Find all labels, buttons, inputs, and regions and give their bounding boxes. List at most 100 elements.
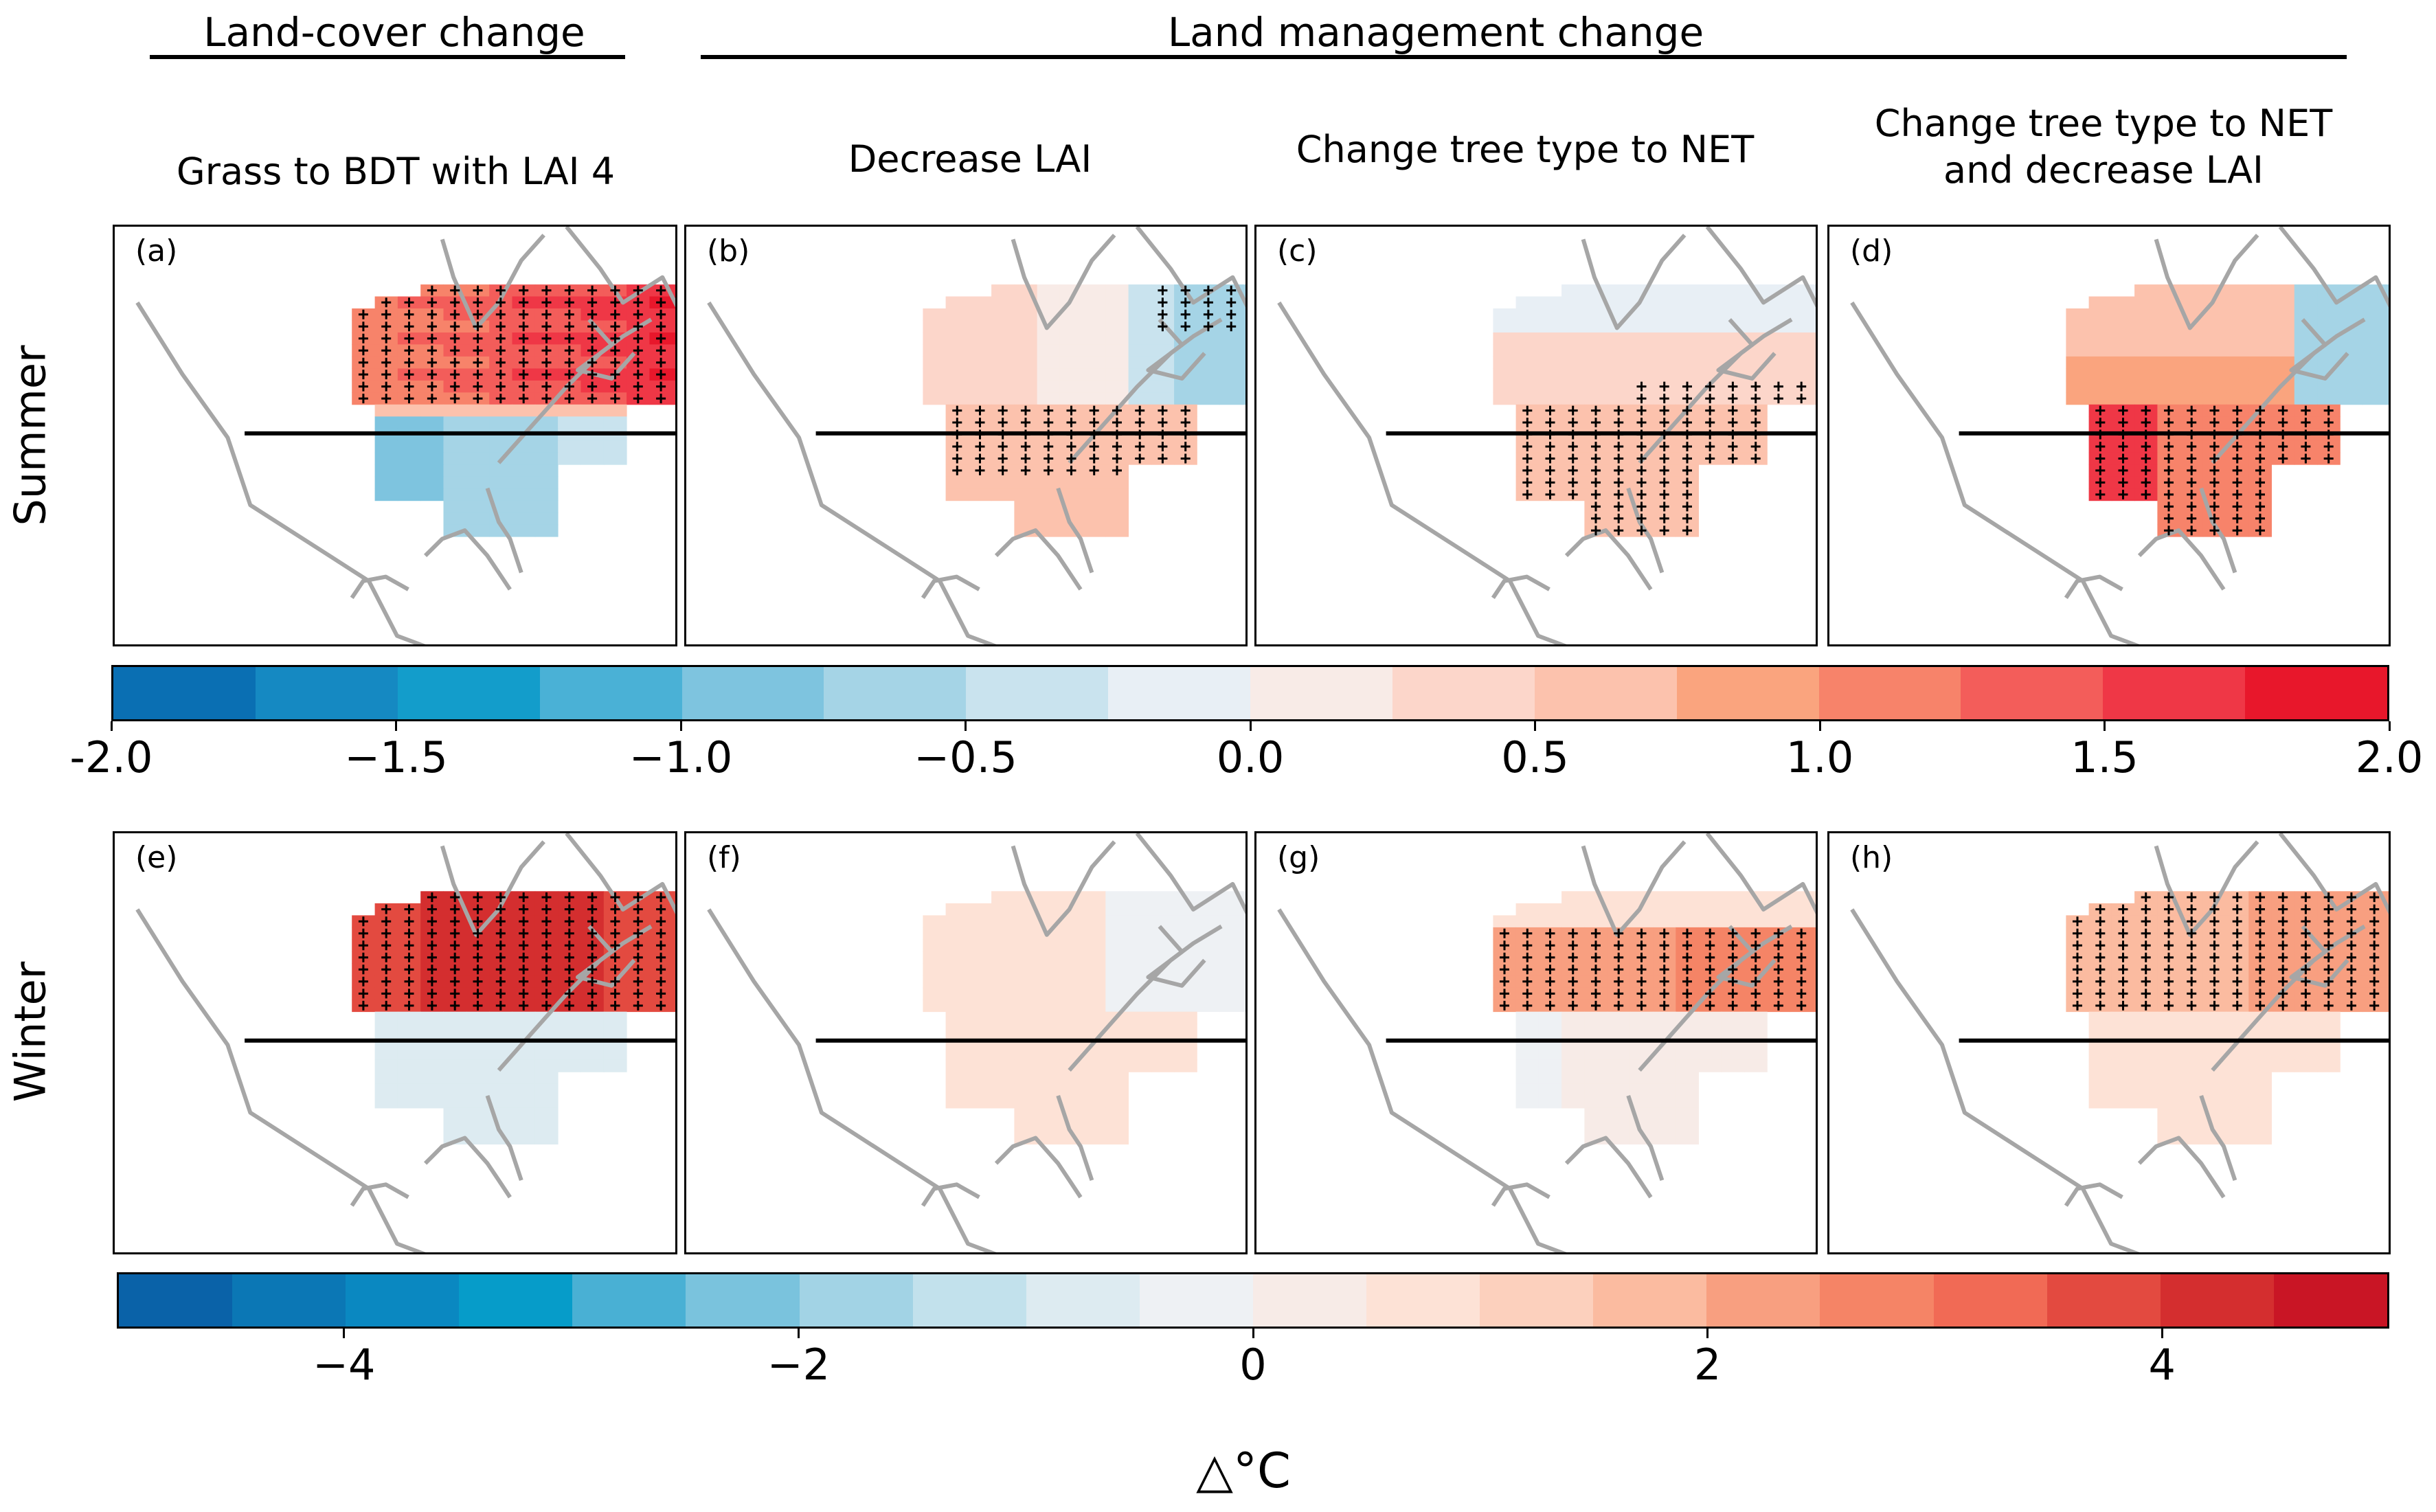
significance-marker [1614, 952, 1624, 962]
grid-cell [1105, 1048, 1129, 1061]
grid-cell [397, 488, 421, 501]
significance-marker [633, 357, 643, 368]
grid-cell [2385, 380, 2389, 393]
significance-marker [381, 357, 392, 368]
grid-cell [923, 1000, 947, 1013]
grid-cell [1105, 1083, 1129, 1096]
map-svg [135, 227, 675, 644]
grid-cell [1151, 1059, 1175, 1072]
significance-marker [541, 904, 552, 914]
significance-marker [1522, 405, 1533, 416]
significance-marker [1682, 952, 1692, 962]
significance-marker [610, 964, 620, 975]
grid-cell [1037, 963, 1061, 976]
colorbar-summer-segment [966, 667, 1109, 719]
panel-label: (g) [1277, 840, 1320, 875]
grid-cell [1242, 308, 1245, 321]
significance-marker [473, 916, 483, 927]
significance-marker [1659, 477, 1669, 488]
grid-cell [420, 440, 444, 453]
grid-cell [1242, 939, 1245, 952]
significance-marker [2255, 489, 2265, 499]
coastline [2154, 840, 2259, 937]
grid-cell [1014, 1120, 1038, 1133]
grid-cell [1151, 891, 1175, 904]
grid-cell [397, 476, 421, 489]
significance-marker [381, 916, 392, 927]
grid-cell [1083, 284, 1106, 297]
grid-cell [420, 1024, 444, 1037]
significance-marker [2164, 976, 2174, 986]
panel-label: (a) [135, 234, 178, 269]
grid-cell [1105, 1132, 1129, 1144]
significance-marker [656, 309, 666, 319]
significance-marker [610, 297, 620, 308]
significance-marker [1112, 453, 1122, 464]
grid-cell [1197, 1000, 1220, 1013]
grid-cell [2385, 951, 2389, 964]
grid-cell [603, 1059, 627, 1072]
grid-cell [945, 987, 969, 1000]
significance-marker [2301, 418, 2311, 427]
significance-marker [1226, 309, 1237, 319]
grid-cell [945, 927, 969, 940]
grid-cell [580, 1011, 605, 1024]
grid-cell [945, 1072, 969, 1085]
grid-cell [489, 1011, 512, 1024]
significance-marker [564, 394, 574, 404]
significance-marker [1568, 405, 1578, 416]
grid-cell [1037, 1059, 1061, 1072]
grid-cell [512, 476, 536, 489]
grid-cell [968, 344, 992, 357]
grid-cell [1242, 891, 1245, 904]
coastline [440, 234, 545, 330]
grid-cell [1698, 1011, 1722, 1024]
significance-marker [2141, 916, 2151, 927]
grid-cell [991, 356, 1015, 369]
significance-marker [473, 309, 483, 319]
grid-cell [945, 380, 969, 393]
grid-cell [1037, 284, 1061, 297]
grid-cell [1059, 308, 1083, 321]
significance-marker [519, 904, 529, 914]
grid-cell [1584, 308, 1608, 321]
grid-cell [1515, 344, 1540, 357]
grid-cell [945, 368, 969, 381]
significance-marker [358, 952, 368, 962]
significance-marker [1180, 442, 1191, 451]
grid-cell [1197, 380, 1220, 393]
grid-cell [603, 1011, 627, 1024]
grid-cell [1151, 1048, 1175, 1061]
grid-cell [397, 1011, 421, 1024]
significance-marker [1773, 928, 1783, 938]
grid-cell [2248, 1132, 2272, 1144]
grid-cell [2088, 1059, 2112, 1072]
grid-cell [1014, 1059, 1038, 1072]
significance-marker [450, 976, 460, 986]
significance-marker [473, 928, 483, 938]
significance-marker [541, 346, 552, 356]
significance-marker [1773, 381, 1783, 392]
significance-marker [2278, 1000, 2288, 1011]
significance-marker [1545, 489, 1555, 499]
grid-cell [991, 1000, 1015, 1013]
significance-marker [404, 333, 414, 343]
grid-cell [1174, 1011, 1197, 1024]
significance-marker [564, 892, 574, 903]
significance-marker [1591, 418, 1601, 427]
colorbar-winter-segment [2273, 1274, 2387, 1327]
significance-marker [450, 1000, 460, 1011]
panel-label: (f) [707, 840, 741, 875]
grid-cell [1515, 1059, 1540, 1072]
significance-marker [656, 928, 666, 938]
grid-cell [2134, 344, 2158, 357]
map-svg [707, 227, 1245, 644]
grid-cell [603, 404, 627, 417]
significance-marker [2232, 453, 2242, 464]
grid-cell [1083, 488, 1106, 501]
grid-cell [1584, 1048, 1608, 1061]
significance-marker [1158, 442, 1168, 451]
grid-cell [991, 1059, 1015, 1072]
grid-cell [1037, 1072, 1061, 1085]
grid-cell [991, 951, 1015, 964]
